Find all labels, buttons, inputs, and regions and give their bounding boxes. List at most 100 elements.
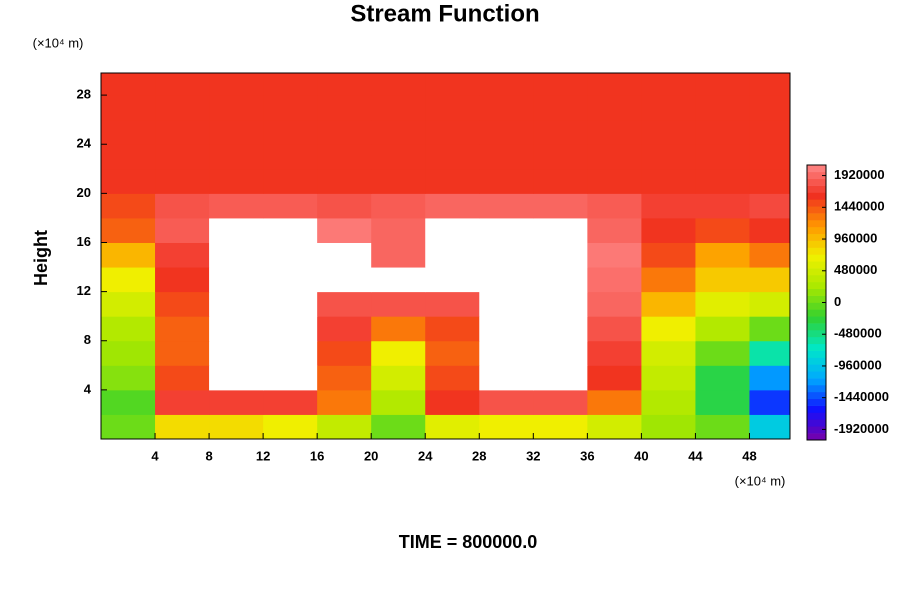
field-cell [371,217,426,243]
y-tick-label: 28 [77,87,91,102]
field-cell [371,267,426,293]
field-cell [641,316,696,342]
field-cell [263,365,318,391]
field-cell [641,340,696,366]
field-cell [749,389,791,415]
field-cell [695,291,750,317]
field-cell [371,242,426,268]
field-cell [587,73,642,96]
field-cell [749,414,791,440]
field-cell [695,340,750,366]
colorbar-band [807,364,826,372]
colorbar-band [807,426,826,434]
field-cell [533,365,588,391]
field-cell [749,119,791,145]
field-cell [317,316,372,342]
field-cell [101,144,156,170]
field-cell [641,389,696,415]
field-cell [641,217,696,243]
field-cell [155,95,210,121]
field-cell [749,365,791,391]
field-cell [263,217,318,243]
field-cell [317,193,372,219]
field-cell [587,95,642,121]
field-cell [425,340,480,366]
field-cell [641,267,696,293]
y-axis-title: Height [31,230,51,286]
colorbar-band [807,178,826,186]
field-cell [263,414,318,440]
field-cell [479,95,534,121]
field-cell [371,414,426,440]
colorbar-band [807,240,826,248]
field-cell [263,95,318,121]
field-cell [749,242,791,268]
field-cell [101,95,156,121]
field-cell [695,389,750,415]
x-tick-label: 24 [418,448,433,463]
field-cell [209,242,264,268]
field-cell [209,389,264,415]
colorbar-band [807,185,826,193]
field-cell [749,267,791,293]
colorbar-band [807,233,826,241]
field-cell [641,119,696,145]
colorbar-band [807,247,826,255]
colorbar-band [807,385,826,393]
field-cell [317,414,372,440]
field-cell [209,365,264,391]
field-cell [371,340,426,366]
field-cell [533,119,588,145]
colorbar-band [807,405,826,413]
field-cell [587,316,642,342]
field-cell [209,316,264,342]
colorbar-tick-label: -960000 [834,357,882,372]
field-cell [479,144,534,170]
colorbar-band [807,165,826,173]
field-cell [209,414,264,440]
field-cell [695,73,750,96]
field-cell [155,168,210,194]
colorbar-band [807,357,826,365]
field-cell [695,242,750,268]
field-cell [695,414,750,440]
colorbar-band [807,412,826,420]
field-cell [749,144,791,170]
field-cell [155,193,210,219]
field-cell [641,291,696,317]
field-cell [425,217,480,243]
field-cell [425,365,480,391]
field-cell [533,340,588,366]
y-tick-label: 24 [77,136,92,151]
field-cell [533,73,588,96]
colorbar-band [807,295,826,303]
field-cell [155,73,210,96]
chart-title: Stream Function [350,0,539,27]
field [101,73,791,440]
colorbar-band [807,309,826,317]
field-cell [425,267,480,293]
overlay: 4 8 12 16 20 24 28 32 36 40 44 48481216202428192000… [77,72,889,463]
field-cell [371,365,426,391]
field-cell [479,414,534,440]
field-cell [101,119,156,145]
colorbar-band [807,288,826,296]
field-cell [155,144,210,170]
field-cell [371,119,426,145]
colorbar-tick-label: 1920000 [834,167,885,182]
field-cell [587,168,642,194]
field-cell [155,365,210,391]
field-cell [317,95,372,121]
field-cell [695,267,750,293]
field-cell [695,217,750,243]
field-cell [371,316,426,342]
field-cell [155,291,210,317]
field-cell [425,168,480,194]
field-cell [479,168,534,194]
field-cell [479,389,534,415]
colorbar-band [807,350,826,358]
field-cell [317,389,372,415]
field-cell [209,168,264,194]
y-tick-label: 16 [77,234,91,249]
